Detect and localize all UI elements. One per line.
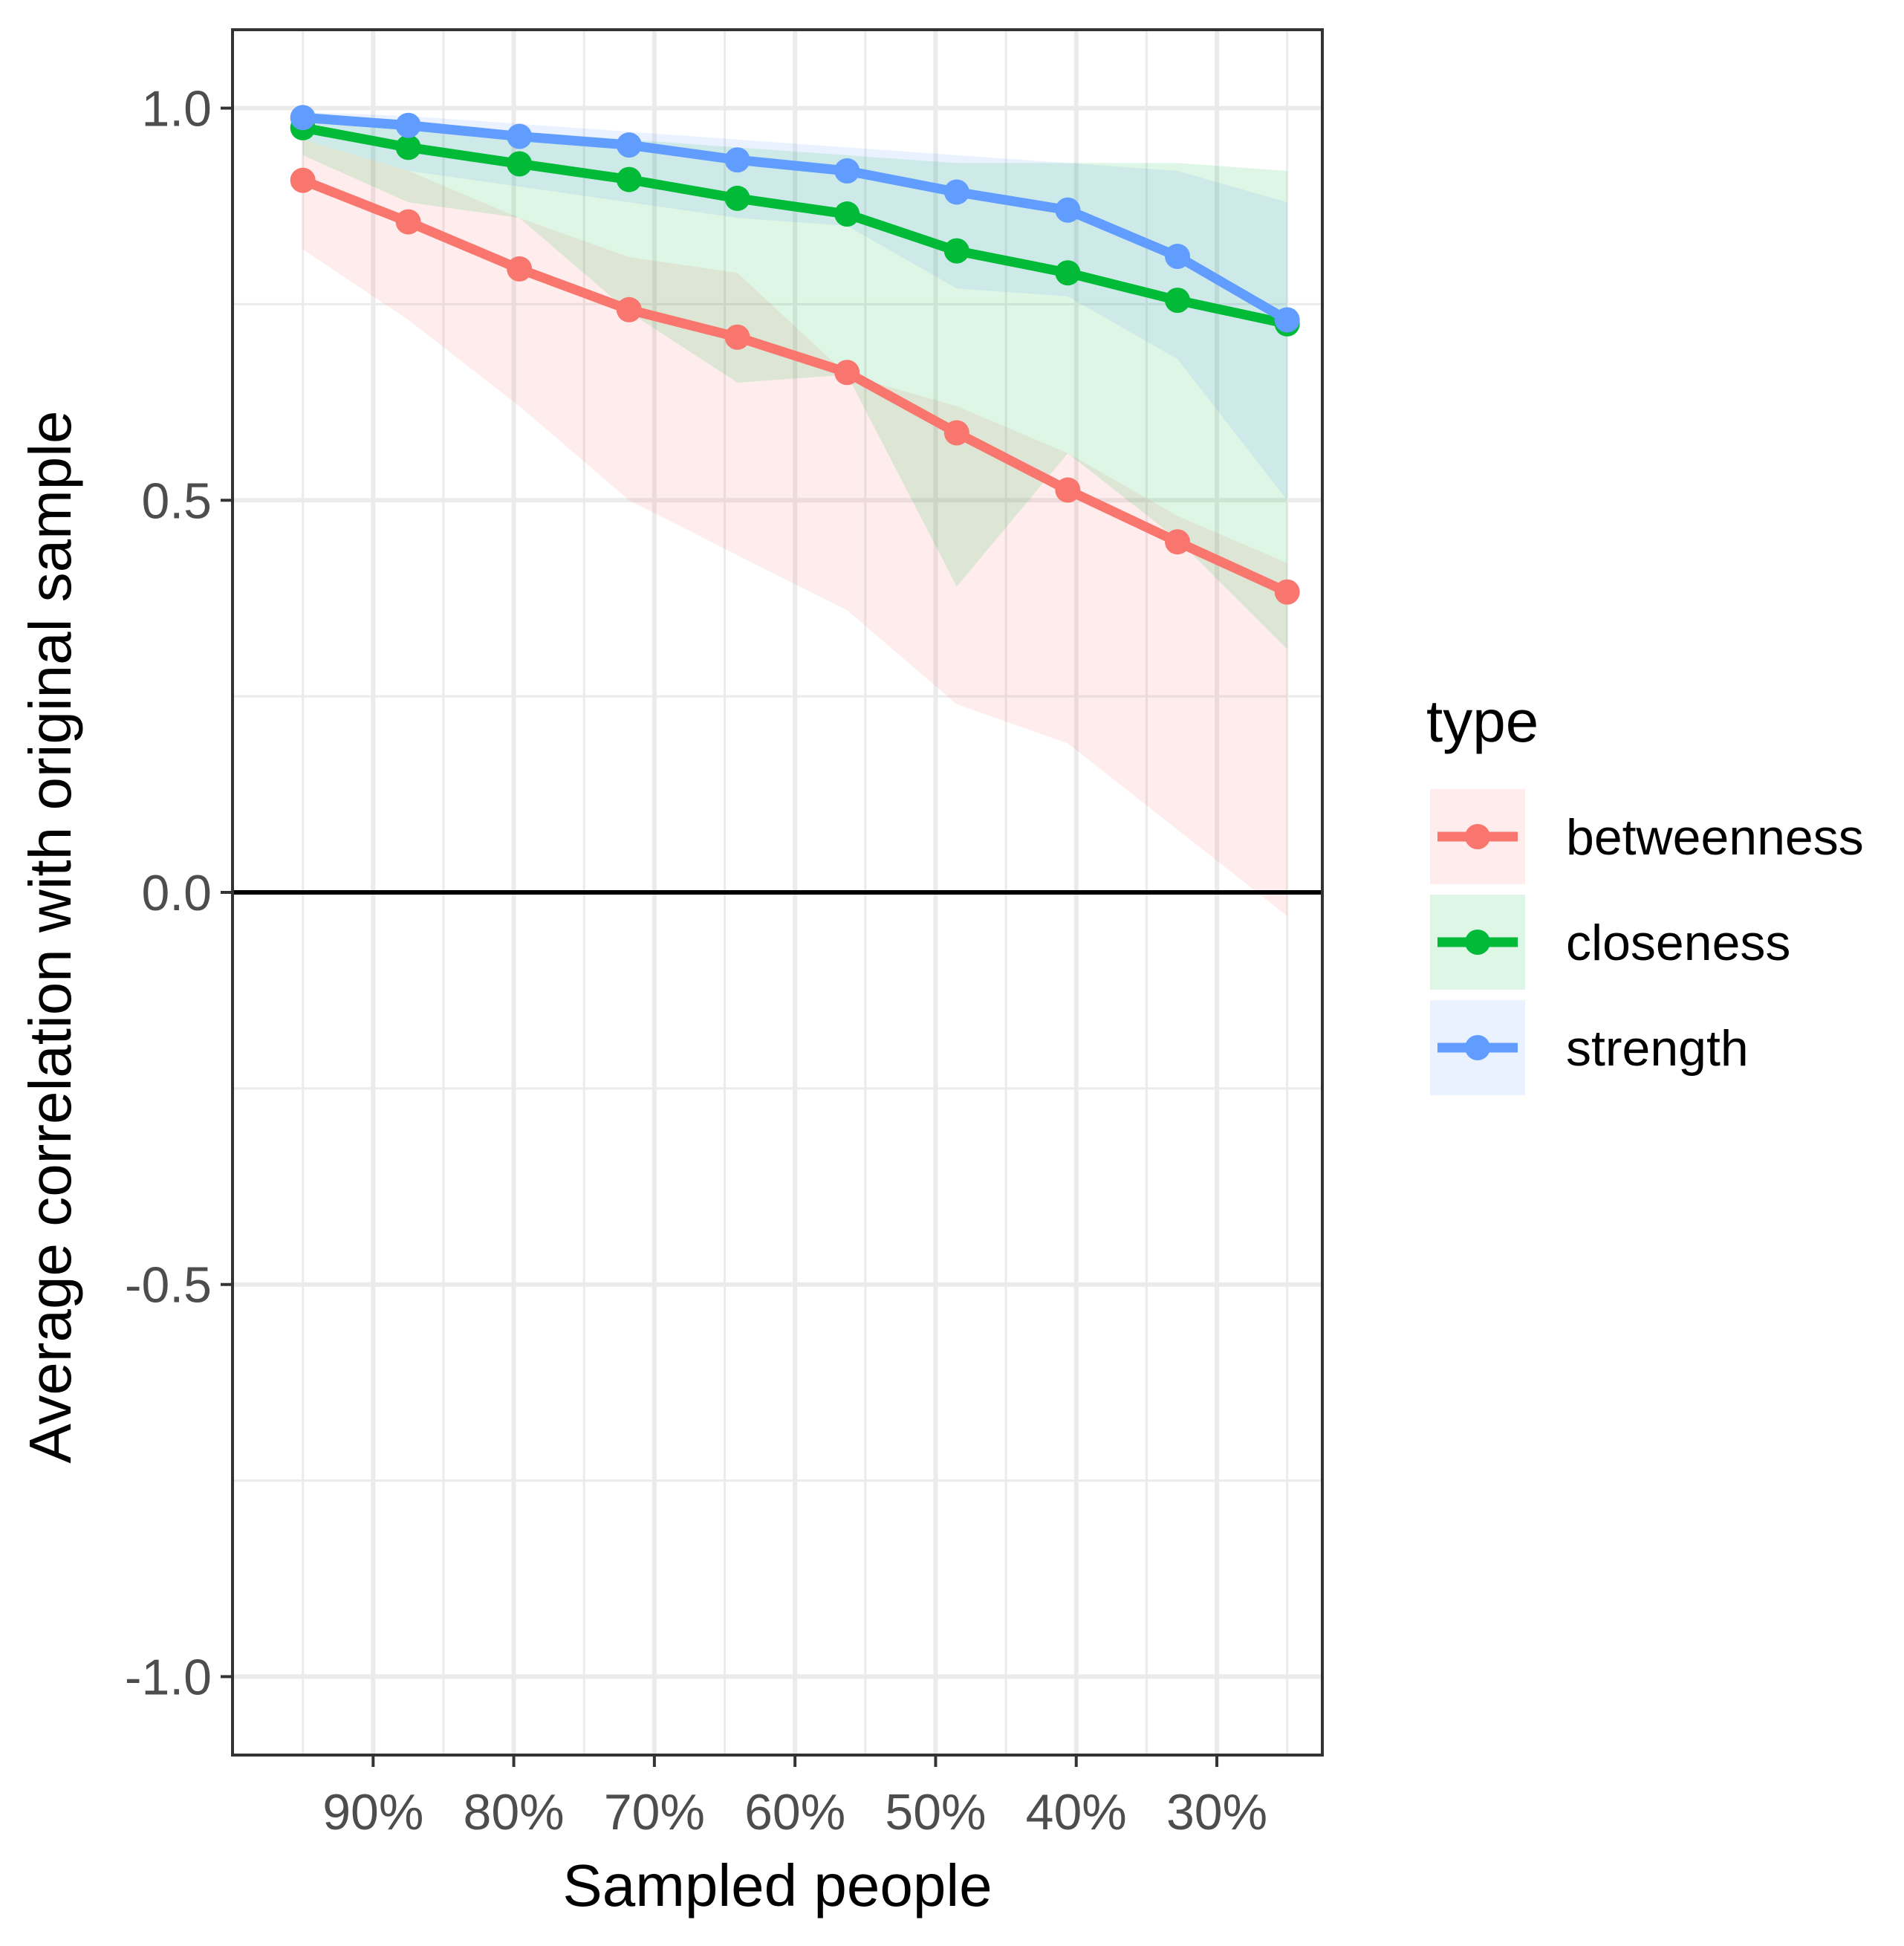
legend: type betweenness closeness strength [1426,688,1864,1095]
legend-label-closeness: closeness [1566,915,1790,971]
point-betweenness [943,420,969,446]
line-closeness [298,123,1293,329]
point-closeness [616,166,642,192]
point-betweenness [724,324,750,350]
point-betweenness [290,167,316,193]
point-betweenness [507,256,533,282]
x-axis-title: Sampled people [562,1852,992,1919]
point-betweenness [834,360,860,386]
line-betweenness [298,175,1293,597]
x-tick-label: 80% [464,1784,565,1840]
x-tick-label: 30% [1166,1784,1267,1840]
point-betweenness [1055,477,1081,503]
point-closeness [834,201,860,227]
x-tick-label: 60% [744,1784,845,1840]
point-betweenness [1274,579,1300,605]
legend-point-strength [1465,1035,1490,1060]
y-tick-label: -1.0 [125,1649,212,1705]
point-betweenness [616,296,642,322]
legend-title: type [1426,688,1539,754]
series-points [290,105,1300,605]
point-strength [1274,307,1300,333]
point-closeness [943,238,969,264]
point-closeness [1055,260,1081,286]
point-strength [943,179,969,205]
legend-label-strength: strength [1566,1020,1749,1077]
legend-point-betweenness [1465,824,1490,849]
legend-label-betweenness: betweenness [1566,809,1864,866]
line-strength [298,112,1293,325]
point-strength [834,158,860,184]
legend-point-closeness [1465,930,1490,955]
y-tick-label: 0.0 [141,865,212,921]
y-tick-label: -0.5 [125,1257,212,1314]
point-closeness [507,151,533,177]
point-closeness [724,185,750,211]
x-tick-label: 40% [1026,1784,1127,1840]
point-strength [1055,197,1081,223]
series-lines [298,112,1293,597]
y-axis-title: Average correlation with original sample [17,410,83,1463]
point-closeness [395,134,421,160]
band-betweenness [302,139,1287,916]
x-tick-label: 90% [322,1784,423,1840]
point-strength [290,105,316,131]
x-tick-label: 50% [885,1784,986,1840]
y-tick-label: 1.0 [141,81,212,137]
point-betweenness [1165,529,1191,555]
point-betweenness [395,209,421,235]
point-strength [724,147,750,173]
axes: -1.0 -0.5 0.0 0.5 1.0 90% 80% 70% 60% 50% 40% 30% [125,28,1324,1840]
point-strength [395,112,421,138]
band-closeness [302,116,1287,649]
y-tick-label: 0.5 [141,473,212,529]
point-closeness [1165,288,1191,314]
point-strength [507,123,533,149]
point-strength [616,132,642,158]
point-strength [1165,244,1191,270]
x-tick-label: 70% [604,1784,705,1840]
